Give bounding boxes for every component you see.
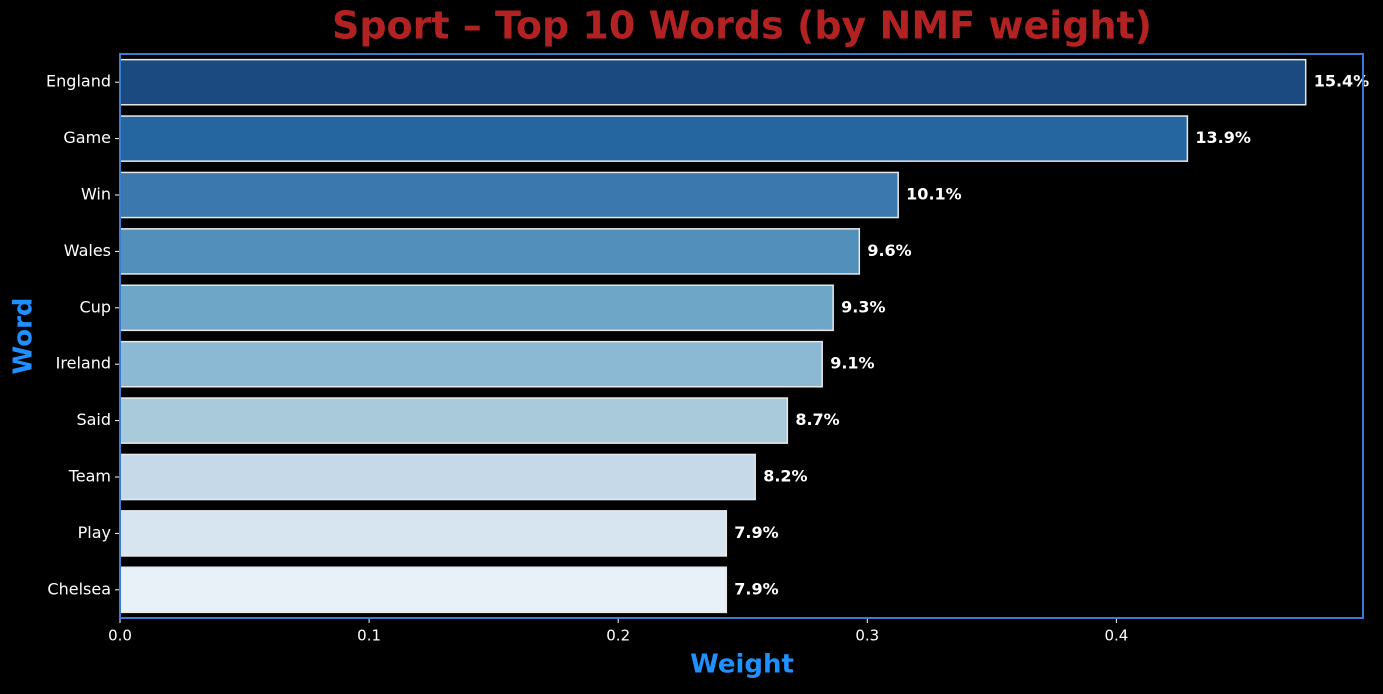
x-tick-label: 0.2 <box>606 627 630 645</box>
value-label: 7.9% <box>734 523 778 542</box>
bar <box>119 284 834 332</box>
value-label: 9.6% <box>867 241 911 260</box>
value-label: 7.9% <box>734 579 778 598</box>
x-tick-label: 0.4 <box>1104 627 1128 645</box>
bar <box>119 566 728 614</box>
bar <box>119 340 823 388</box>
bar <box>119 453 756 501</box>
bar <box>119 228 861 275</box>
value-label: 10.1% <box>906 185 962 204</box>
plot-frame <box>119 53 1364 619</box>
y-tick-label: Play <box>78 523 111 542</box>
value-label: 13.9% <box>1195 128 1251 147</box>
value-label: 8.2% <box>763 467 807 486</box>
chart-title: Sport – Top 10 Words (by NMF weight) <box>332 4 1152 48</box>
y-axis-label: Word <box>9 297 39 374</box>
y-tick-label: Win <box>81 185 111 204</box>
y-tick-label: Team <box>68 467 111 486</box>
bar <box>119 115 1189 162</box>
y-tick-label: Chelsea <box>47 579 111 598</box>
x-axis-label: Weight <box>690 650 794 680</box>
x-tick-label: 0.1 <box>357 627 381 645</box>
bar <box>119 397 789 444</box>
value-label: 15.4% <box>1314 72 1370 91</box>
y-tick-label: England <box>46 72 111 91</box>
bar <box>119 171 899 219</box>
y-tick-label: Said <box>76 410 111 429</box>
bar <box>119 510 728 557</box>
y-tick-label: Game <box>63 128 111 147</box>
y-tick-label: Cup <box>80 297 111 316</box>
x-tick-label: 0.3 <box>855 627 879 645</box>
value-label: 8.7% <box>795 410 839 429</box>
y-tick-label: Wales <box>64 241 111 260</box>
x-tick-label: 0.0 <box>108 627 132 645</box>
value-label: 9.3% <box>841 297 885 316</box>
bar <box>119 58 1307 106</box>
y-tick-label: Ireland <box>56 354 111 373</box>
value-label: 9.1% <box>830 354 874 373</box>
